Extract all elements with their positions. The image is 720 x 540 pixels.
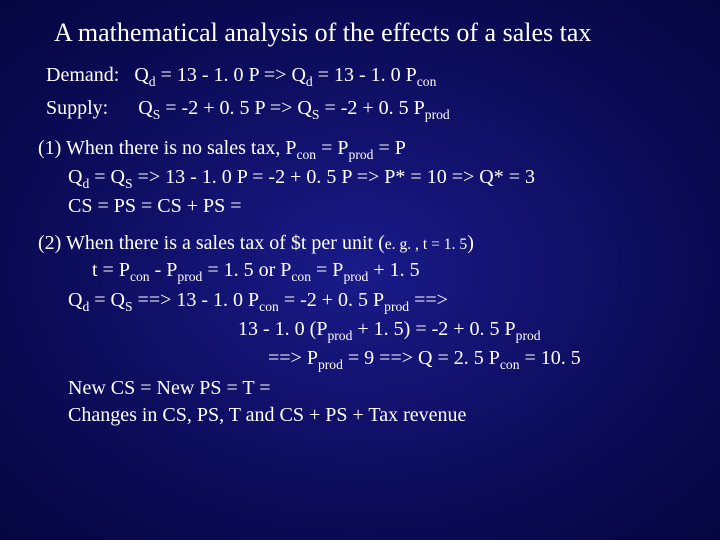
sub: con [500, 357, 520, 372]
sub: prod [384, 299, 409, 314]
supply-label: Supply: [46, 97, 108, 119]
sub: prod [425, 107, 450, 122]
sub: S [125, 176, 133, 191]
part2-eq2: 13 - 1. 0 (Pprod + 1. 5) = -2 + 0. 5 Ppr… [238, 316, 682, 345]
part2-changes: Changes in CS, PS, T and CS + PS + Tax r… [68, 402, 682, 429]
txt: - P [150, 259, 178, 281]
part2-heading: (2) When there is a sales tax of $t per … [38, 230, 682, 257]
txt: (2) When there is a sales tax of $t per … [38, 232, 385, 254]
sub: con [259, 299, 279, 314]
sub: prod [318, 357, 343, 372]
txt: + 1. 5 [368, 259, 419, 281]
txt: ==> P [268, 347, 318, 369]
sub: d [306, 74, 313, 89]
txt: = Q [89, 166, 125, 188]
part1-equilibrium: Qd = QS => 13 - 1. 0 P = -2 + 0. 5 P => … [68, 164, 682, 193]
sub: prod [516, 328, 541, 343]
slide-container: A mathematical analysis of the effects o… [0, 0, 720, 540]
txt: = -2 + 0. 5 P [319, 97, 424, 119]
part2-newcs: New CS = New PS = T = [68, 375, 682, 402]
txt: 13 - 1. 0 (P [238, 318, 327, 340]
txt: Q [68, 166, 82, 188]
txt: = 9 ==> Q = 2. 5 P [343, 347, 500, 369]
part1-surplus: CS = PS = CS + PS = [68, 193, 682, 220]
sub: S [125, 299, 133, 314]
txt: = P [316, 137, 348, 159]
txt: = P [373, 137, 405, 159]
sub: prod [343, 269, 368, 284]
txt: = -2 + 0. 5 P => Q [160, 97, 312, 119]
supply-equation: Supply: QS = -2 + 0. 5 P => QS = -2 + 0.… [46, 95, 682, 124]
txt: Q [138, 97, 152, 119]
txt: = P [311, 259, 343, 281]
sub: prod [349, 147, 374, 162]
part2-t-definition: t = Pcon - Pprod = 1. 5 or Pcon = Pprod … [92, 257, 682, 286]
txt: + 1. 5) = -2 + 0. 5 P [352, 318, 515, 340]
slide-title: A mathematical analysis of the effects o… [54, 18, 682, 48]
txt: = 10. 5 [520, 347, 581, 369]
demand-equation: Demand: Qd = 13 - 1. 0 P => Qd = 13 - 1.… [46, 62, 682, 91]
txt: (1) When there is no sales tax, P [38, 137, 296, 159]
txt: ) [467, 232, 474, 254]
sub: con [130, 269, 150, 284]
part1-heading: (1) When there is no sales tax, Pcon = P… [38, 135, 682, 164]
txt: Q [68, 289, 82, 311]
txt: = 13 - 1. 0 P [313, 64, 417, 86]
txt: = 1. 5 or P [202, 259, 291, 281]
sub: d [149, 74, 156, 89]
sub: prod [327, 328, 352, 343]
sub: prod [177, 269, 202, 284]
txt: = Q [89, 289, 125, 311]
part2-eq3: ==> Pprod = 9 ==> Q = 2. 5 Pcon = 10. 5 [268, 345, 682, 374]
txt: t = P [92, 259, 130, 281]
demand-label: Demand: [46, 64, 119, 86]
txt: = 13 - 1. 0 P => Q [156, 64, 306, 86]
txt: => 13 - 1. 0 P = -2 + 0. 5 P => P* = 10 … [133, 166, 535, 188]
sub: con [417, 74, 437, 89]
txt: Q [134, 64, 148, 86]
sub: con [296, 147, 316, 162]
small: e. g. , t = 1. 5 [385, 236, 467, 253]
txt: ==> 13 - 1. 0 P [133, 289, 260, 311]
txt: ==> [409, 289, 448, 311]
txt: = -2 + 0. 5 P [279, 289, 384, 311]
sub: con [291, 269, 311, 284]
part2-eq1: Qd = QS ==> 13 - 1. 0 Pcon = -2 + 0. 5 P… [68, 287, 682, 316]
